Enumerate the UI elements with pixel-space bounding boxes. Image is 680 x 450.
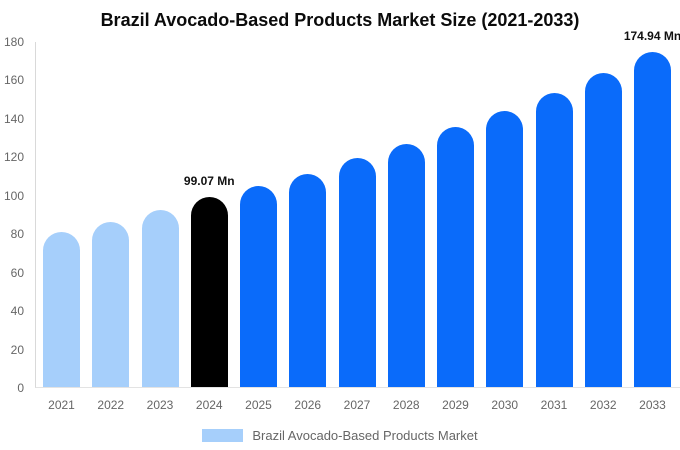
bar-group-2029: 2029 xyxy=(437,42,474,412)
bar-group-2030: 2030 xyxy=(486,42,524,412)
y-tick-20: 20 xyxy=(10,342,24,357)
bar-group-2027: 2027 xyxy=(338,42,376,412)
bar-2030 xyxy=(486,110,524,387)
x-label-2027: 2027 xyxy=(343,398,371,412)
x-label-2033: 2033 xyxy=(639,398,666,412)
bar-group-2028: 2028 xyxy=(387,42,425,412)
legend-swatch xyxy=(202,428,244,442)
bar-2025 xyxy=(240,186,277,387)
y-tick-160: 160 xyxy=(3,73,24,88)
x-label-2031: 2031 xyxy=(540,398,568,412)
x-label-2021: 2021 xyxy=(48,398,75,412)
y-tick-60: 60 xyxy=(10,265,24,280)
bar-group-2032: 2032 xyxy=(584,42,622,412)
x-label-2026: 2026 xyxy=(294,398,322,412)
bar-2027 xyxy=(338,158,376,387)
value-label-2033: 174.94 Mn xyxy=(623,28,680,43)
x-label-2023: 2023 xyxy=(146,398,174,412)
x-label-2030: 2030 xyxy=(491,398,519,412)
bar-2028 xyxy=(387,143,425,387)
x-label-2024: 2024 xyxy=(195,398,223,412)
value-label-2024: 99.07 Mn xyxy=(183,174,235,189)
bar-group-2025: 2025 xyxy=(240,42,277,412)
bar-group-2023: 2023 xyxy=(141,42,179,412)
x-label-2022: 2022 xyxy=(97,398,125,412)
x-label-2032: 2032 xyxy=(589,398,617,412)
y-tick-120: 120 xyxy=(3,150,24,165)
bar-group-2033: 174.94 Mn 2033 xyxy=(624,29,680,412)
bar-2022 xyxy=(92,221,130,387)
legend-label: Brazil Avocado-Based Products Market xyxy=(252,427,478,443)
chart-title: Brazil Avocado-Based Products Market Siz… xyxy=(100,10,580,30)
y-axis-tick-labels: 0 20 40 60 80 100 120 140 160 180 xyxy=(0,35,24,395)
y-tick-40: 40 xyxy=(10,304,24,319)
x-label-2029: 2029 xyxy=(442,398,469,412)
y-tick-180: 180 xyxy=(3,35,24,49)
bar-2024 xyxy=(190,197,228,387)
bar-group-2031: 2031 xyxy=(535,42,573,412)
x-label-2028: 2028 xyxy=(392,398,420,412)
bar-2031 xyxy=(535,92,573,387)
bar-2023 xyxy=(141,209,179,387)
bars-container: 2021 2022 2023 99.07 Mn 2024 2025 2026 2027 2028… xyxy=(36,29,680,412)
plot-area: 2021 2022 2023 99.07 Mn 2024 2025 2026 2027 2028… xyxy=(35,29,680,412)
bar-2026 xyxy=(289,174,327,387)
y-tick-140: 140 xyxy=(3,111,24,126)
bar-group-2024: 99.07 Mn 2024 xyxy=(184,42,235,412)
bar-group-2026: 2026 xyxy=(289,42,327,412)
y-tick-80: 80 xyxy=(10,227,24,242)
legend: Brazil Avocado-Based Products Market xyxy=(0,427,680,443)
y-tick-100: 100 xyxy=(3,188,24,203)
bar-2021 xyxy=(43,232,80,387)
bar-2029 xyxy=(437,127,474,387)
y-tick-0: 0 xyxy=(17,381,24,395)
x-label-2025: 2025 xyxy=(245,398,272,412)
bar-2032 xyxy=(584,72,622,387)
bar-2033 xyxy=(634,51,671,387)
bar-group-2021: 2021 xyxy=(43,42,80,412)
bar-group-2022: 2022 xyxy=(92,42,130,412)
